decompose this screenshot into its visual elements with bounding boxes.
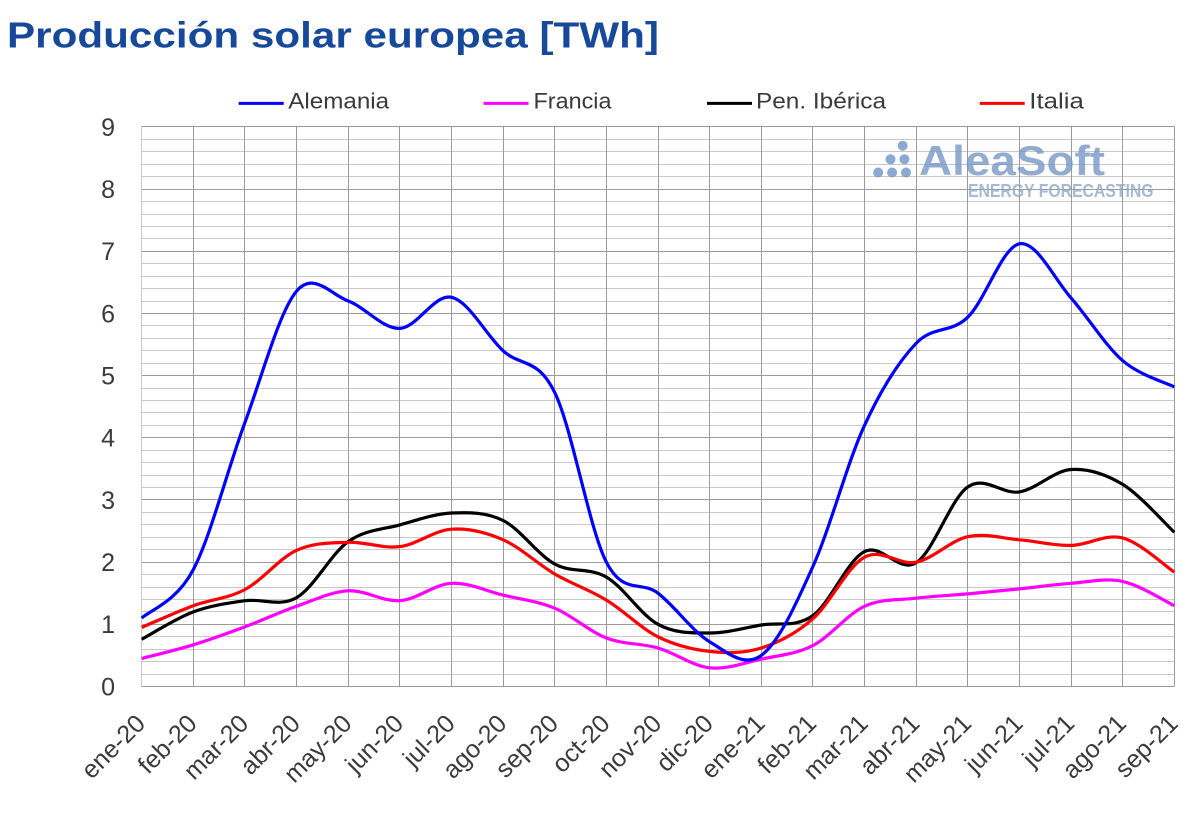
svg-text:1: 1 [101,611,115,639]
svg-text:Pen. Ibérica: Pen. Ibérica [756,89,887,114]
svg-text:Alemania: Alemania [288,89,390,114]
svg-text:3: 3 [101,487,115,515]
svg-text:Francia: Francia [534,89,613,114]
svg-text:6: 6 [101,300,115,328]
svg-text:4: 4 [101,425,115,453]
svg-text:Producción solar europea [TWh]: Producción solar europea [TWh] [7,15,659,56]
svg-text:2: 2 [101,549,115,577]
svg-text:9: 9 [101,114,115,142]
svg-text:AleaSoft: AleaSoft [919,137,1105,184]
svg-text:ENERGY FORECASTING: ENERGY FORECASTING [968,181,1154,201]
svg-text:7: 7 [101,238,115,266]
svg-text:0: 0 [101,673,115,701]
svg-text:5: 5 [101,362,115,390]
svg-text:Italia: Italia [1029,89,1084,114]
svg-text:8: 8 [101,176,115,204]
